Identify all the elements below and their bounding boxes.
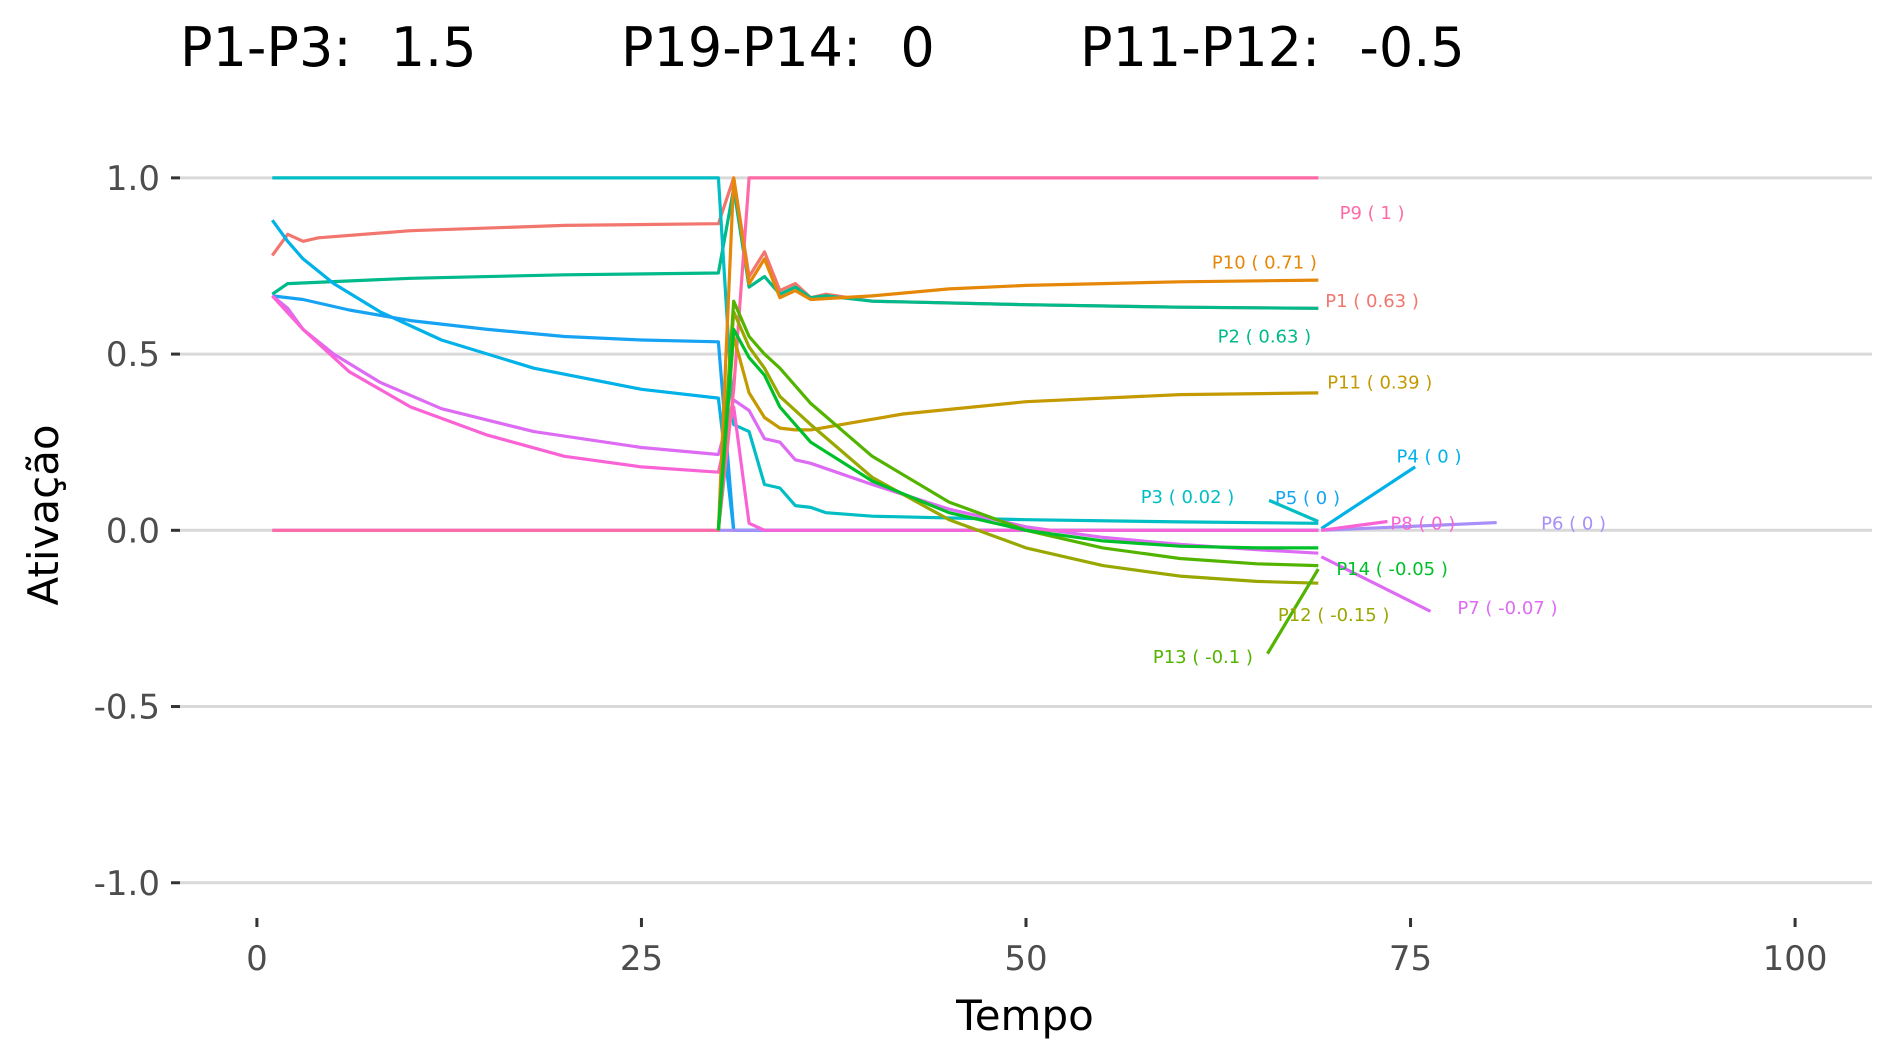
series-label-p12: P12 ( -0.15 ) (1278, 605, 1390, 626)
series-line-p14 (716, 327, 1319, 550)
y-axis-ticks: 1.0 0.5 0.0 -0.5 -1.0 (94, 159, 180, 904)
y-tick-label: -1.0 (94, 864, 160, 904)
x-tick-label: 50 (1004, 939, 1047, 979)
series-label-p7: P7 ( -0.07 ) (1457, 598, 1557, 619)
x-tick-label: 0 (246, 939, 268, 979)
leader-line-p8 (1321, 519, 1388, 532)
series-labels: P1 ( 0.63 ) P2 ( 0.63 ) P3 ( 0.02 ) P4 ( 0 … (1141, 203, 1606, 668)
leader-line-p7 (1320, 555, 1432, 613)
series-line-p3 (272, 176, 1319, 525)
title-part-1: P1-P3: 1.5 (180, 16, 477, 79)
series-label-p5: P5 ( 0 ) (1275, 488, 1340, 509)
title-part-3-label: P11-P12: (1080, 16, 1320, 79)
y-tick-label: -0.5 (94, 688, 160, 728)
series-line-p7 (271, 294, 1319, 555)
title-part-2: P19-P14: 0 (621, 16, 935, 79)
title-part-3: P11-P12: -0.5 (1080, 16, 1465, 79)
x-tick-label: 100 (1763, 939, 1828, 979)
title-part-2-label: P19-P14: (621, 16, 861, 79)
series-label-p13: P13 ( -0.1 ) (1153, 647, 1253, 668)
series-label-p2: P2 ( 0.63 ) (1218, 326, 1312, 347)
leader-line-p4 (1320, 465, 1417, 530)
series-label-p6: P6 ( 0 ) (1541, 513, 1606, 534)
series-line-p13 (716, 299, 1319, 568)
series-label-p11: P11 ( 0.39 ) (1327, 372, 1432, 393)
series-line-p11 (716, 334, 1319, 531)
series-label-p8: P8 ( 0 ) (1390, 513, 1455, 534)
series-label-p3: P3 ( 0.02 ) (1141, 487, 1235, 508)
y-tick-label: 0.5 (106, 335, 160, 375)
series-label-p1: P1 ( 0.63 ) (1325, 291, 1419, 312)
series-label-p10: P10 ( 0.71 ) (1212, 252, 1317, 273)
leader-line-p13 (1266, 568, 1320, 655)
series-label-p9: P9 ( 1 ) (1340, 203, 1405, 224)
y-axis-title: Ativação (19, 424, 68, 605)
y-tick-label: 0.0 (106, 511, 160, 551)
series-line-p9 (272, 176, 1319, 532)
leader-line-p3 (1268, 498, 1319, 523)
series-label-p4: P4 ( 0 ) (1397, 446, 1462, 467)
x-axis-title: Tempo (955, 991, 1094, 1040)
leader-line-p6 (1321, 520, 1497, 532)
title-part-1-label: P1-P3: (180, 16, 352, 79)
series-lines (271, 176, 1319, 585)
title-part-3-value: -0.5 (1359, 16, 1464, 79)
chart-title: P1-P3: 1.5 P19-P14: 0 P11-P12: -0.5 (180, 16, 1465, 79)
series-line-p12 (716, 310, 1319, 585)
y-tick-label: 1.0 (106, 159, 160, 199)
series-label-p14: P14 ( -0.05 ) (1336, 559, 1448, 580)
series-line-p8 (271, 294, 1319, 532)
x-axis-ticks: 0 25 50 75 100 (246, 918, 1828, 979)
series-line-p2 (271, 186, 1319, 310)
label-leader-lines (1266, 465, 1497, 655)
x-tick-label: 75 (1389, 939, 1432, 979)
title-part-1-value: 1.5 (391, 16, 477, 79)
title-part-2-value: 0 (900, 16, 934, 79)
series-line-p10 (716, 176, 1319, 531)
x-tick-label: 25 (620, 939, 663, 979)
